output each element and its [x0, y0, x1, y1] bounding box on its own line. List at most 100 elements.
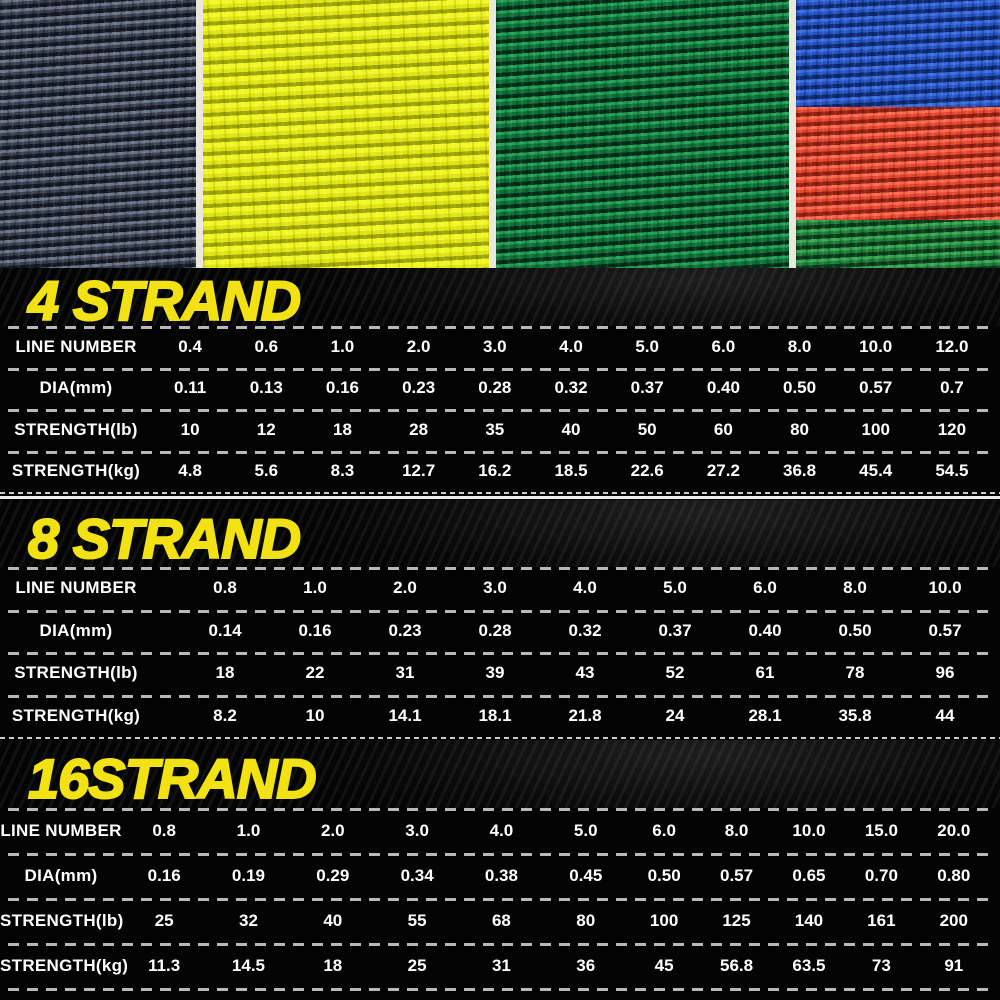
spec-value: 10	[305, 705, 325, 725]
spec-value: 5.6	[254, 461, 279, 481]
spec-value: 0.32	[568, 620, 602, 640]
spec-value: 8.2	[213, 705, 237, 725]
spec-value: 1.0	[303, 578, 327, 598]
spec-row: LINE NUMBER 0.8 1.0 2.0 3.0 4.0 5.0 6.0 8.0 10.0 1…	[0, 808, 1000, 853]
spec-value: 63.5	[792, 955, 826, 975]
spec-value: 0.8	[213, 578, 237, 598]
spec-value: 0.23	[402, 378, 436, 398]
spec-value: 12.0	[935, 336, 969, 356]
spec-value: 14.1	[388, 705, 422, 725]
spec-value: 6.0	[652, 820, 676, 840]
section-title: 8 STRAND	[27, 507, 302, 570]
spec-row-values: 0.11 0.13 0.16 0.23 0.28 0.32 0.37 0.40 0.50 0.57…	[152, 378, 1000, 398]
spec-row: STRENGTH(lb) 25 32 40 55 68 80 100 125 140 161 200	[0, 898, 1000, 943]
spec-value: 40	[323, 910, 343, 930]
spec-value: 16.2	[478, 461, 512, 481]
photo-multicolor-line	[796, 0, 1000, 268]
spec-value: 4.0	[573, 578, 597, 598]
spec-row-values: 4.8 5.6 8.3 12.7 16.2 18.5 22.6 27.2 36.8 45.4 54.…	[152, 461, 1000, 481]
section-16-strand: 16STRAND LINE NUMBER 0.8 1.0 2.0 3.0 4.0 5.0 6.…	[0, 740, 1000, 1000]
spec-row: DIA(mm) 0.14 0.16 0.23 0.28 0.32 0.37 0.40 0.50 0…	[0, 609, 1000, 653]
spec-value: 78	[845, 663, 865, 683]
spec-value: 1.0	[330, 336, 355, 356]
section-title-band: 4 STRAND	[0, 268, 1000, 332]
spec-table-16-strand: LINE NUMBER 0.8 1.0 2.0 3.0 4.0 5.0 6.0 8.0 10.0 1…	[0, 808, 1000, 988]
section-title: 4 STRAND	[27, 269, 302, 332]
photo-green-line	[496, 0, 789, 268]
spec-row-values: 10 12 18 28 35 40 50 60 80 100 120	[152, 420, 1000, 440]
spec-value: 12.7	[402, 461, 436, 481]
spec-value: 6.0	[753, 578, 777, 598]
spec-value: 2.0	[320, 820, 345, 840]
spec-row-label: LINE NUMBER	[15, 578, 137, 598]
spec-value: 44	[935, 705, 955, 725]
spec-value: 18	[332, 419, 352, 439]
spec-value: 31	[491, 955, 511, 975]
spec-value: 0.37	[658, 620, 692, 640]
section-title-band: 16STRAND	[0, 740, 1000, 808]
spec-row-values: 11.3 14.5 18 25 31 36 45 56.8 63.5 73 91	[122, 956, 1000, 976]
spec-value: 0.34	[400, 865, 434, 885]
spec-value: 43	[575, 663, 595, 683]
spec-value: 0.28	[478, 620, 512, 640]
dashed-divider	[8, 988, 992, 991]
spec-row: LINE NUMBER 0.4 0.6 1.0 2.0 3.0 4.0 5.0 6.0 8.0 10…	[0, 326, 1000, 368]
spec-value: 161	[867, 910, 896, 930]
spec-value: 120	[937, 419, 967, 439]
spec-value: 45	[654, 955, 674, 975]
spec-value: 3.0	[483, 578, 507, 598]
photo-yellow-line	[203, 0, 489, 268]
spec-row-label: STRENGTH(kg)	[11, 461, 141, 481]
spec-value: 12	[256, 419, 276, 439]
spec-value: 0.6	[254, 336, 279, 356]
red-line-band	[796, 107, 1000, 220]
section-title-band: 8 STRAND	[0, 500, 1000, 567]
spec-value: 10.0	[928, 578, 962, 598]
spec-value: 4.0	[489, 820, 514, 840]
spec-value: 18	[323, 955, 343, 975]
photo-grey-line	[0, 0, 196, 268]
spec-row-label: DIA(mm)	[39, 378, 113, 398]
spec-value: 0.19	[231, 865, 266, 885]
spec-value: 31	[395, 663, 415, 683]
spec-value: 3.0	[482, 336, 507, 356]
spec-value: 55	[407, 910, 427, 930]
spec-value: 0.7	[940, 378, 964, 398]
spec-value: 125	[722, 910, 751, 930]
spec-value: 0.70	[864, 865, 898, 885]
spec-table-4-strand: LINE NUMBER 0.4 0.6 1.0 2.0 3.0 4.0 5.0 6.0 8.0 10…	[0, 326, 1000, 492]
spec-value: 14.5	[231, 955, 266, 975]
spec-value: 52	[665, 663, 685, 683]
spec-value: 8.0	[787, 336, 812, 356]
spec-row-values: 0.8 1.0 2.0 3.0 4.0 5.0 6.0 8.0 10.0 15.0 20.0	[122, 821, 1000, 841]
spec-row: STRENGTH(kg) 4.8 5.6 8.3 12.7 16.2 18.5 22.6 27.…	[0, 450, 1000, 493]
spec-value: 100	[649, 910, 679, 930]
spec-value: 10.0	[792, 820, 826, 840]
spec-value: 0.29	[316, 865, 350, 885]
spec-value: 0.14	[208, 620, 242, 640]
spec-row: DIA(mm) 0.16 0.19 0.29 0.34 0.38 0.45 0.50 0.57 0…	[0, 853, 1000, 898]
spec-value: 80	[576, 910, 596, 930]
spec-value: 0.50	[647, 865, 681, 885]
product-photo-strip	[0, 0, 1000, 268]
spec-value: 11.3	[148, 955, 181, 975]
section-4-strand: 4 STRAND LINE NUMBER 0.4 0.6 1.0 2.0 3.0 4.0 5.…	[0, 268, 1000, 500]
spec-value: 0.8	[152, 820, 176, 840]
spec-value: 0.57	[928, 620, 962, 640]
spec-value: 5.0	[663, 578, 687, 598]
spec-value: 0.38	[484, 865, 518, 885]
spec-value: 25	[154, 910, 174, 930]
blue-line-band	[796, 0, 1000, 108]
spec-value: 40	[561, 419, 581, 439]
spec-value: 200	[939, 910, 968, 930]
spec-row-label: STRENGTH(kg)	[11, 705, 141, 725]
spec-row-label: LINE NUMBER	[0, 820, 122, 840]
spec-value: 61	[755, 663, 775, 683]
spec-value: 140	[794, 910, 824, 930]
spec-value: 24	[665, 705, 685, 725]
section-8-strand: 8 STRAND LINE NUMBER 0.8 1.0 2.0 3.0 4.0 5.0 6.…	[0, 500, 1000, 740]
spec-value: 45.4	[859, 461, 893, 481]
spec-row-values: 0.4 0.6 1.0 2.0 3.0 4.0 5.0 6.0 8.0 10.0 12.0	[152, 337, 1000, 357]
spec-value: 91	[944, 955, 964, 975]
